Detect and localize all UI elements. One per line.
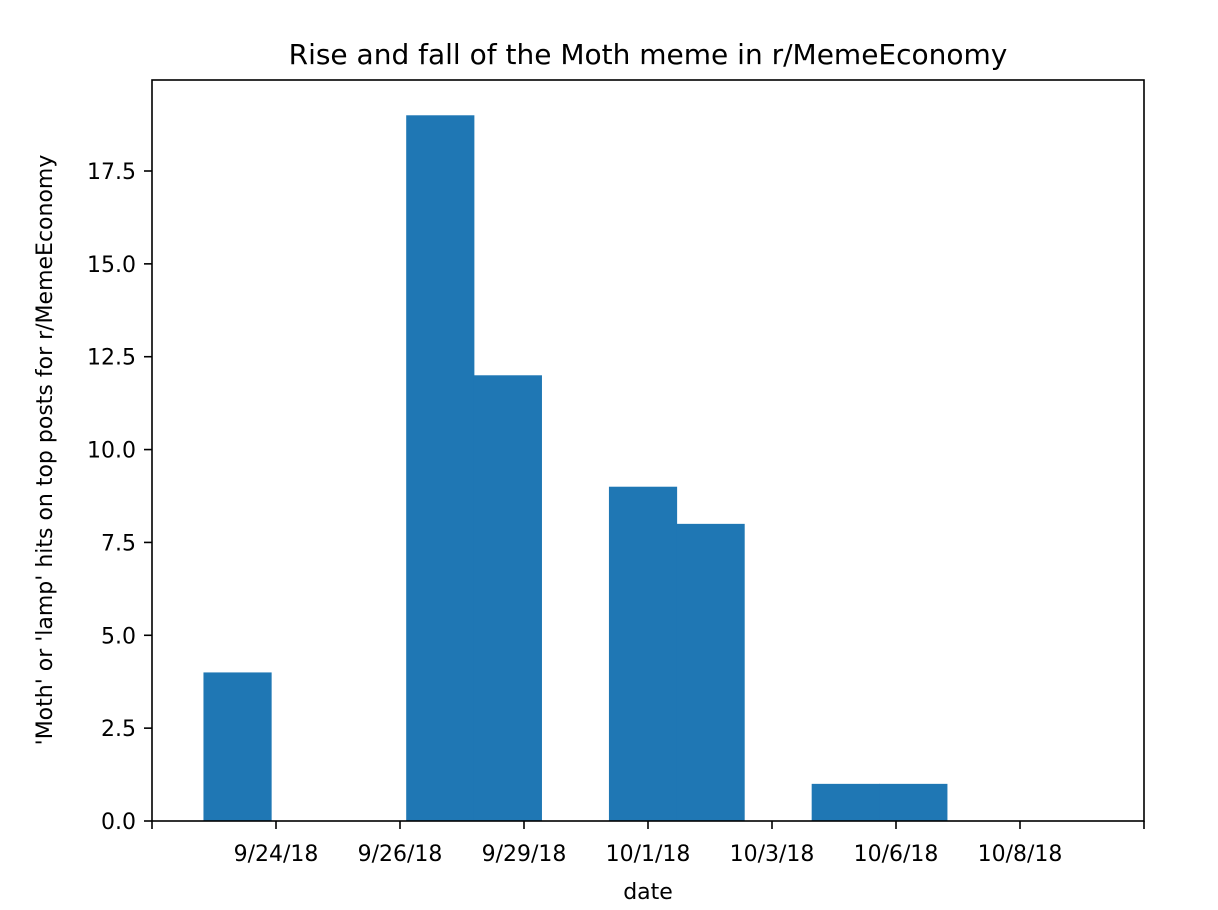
y-tick-label-6: 15.0 [87,253,136,278]
x-tick-label-2: 9/26/18 [358,842,443,867]
x-axis-label: date [623,880,673,905]
y-axis-label: 'Moth' or 'lamp' hits on top posts for r… [33,155,58,746]
bar-7 [676,523,745,821]
x-tick-label-3: 9/29/18 [482,842,567,867]
bar-10 [879,783,948,821]
x-tick-label-4: 10/1/18 [606,842,691,867]
bar-6 [608,486,678,821]
y-axis-ticks: 0.0 2.5 5.0 7.5 10.0 12.5 15.0 17.5 [87,160,152,835]
x-tick-label-6: 10/6/18 [854,842,939,867]
y-tick-label-0: 0.0 [101,810,136,835]
y-tick-label-7: 17.5 [87,160,136,185]
y-tick-label-1: 2.5 [101,717,136,742]
chart-title: Rise and fall of the Moth meme in r/Meme… [289,38,1008,71]
bar-0 [203,672,272,821]
x-tick-label-7: 10/8/18 [978,842,1063,867]
bar-4 [473,375,542,821]
y-tick-label-2: 5.0 [101,624,136,649]
x-axis-ticks: 9/24/18 9/26/18 9/29/18 10/1/18 10/3/18 10/6/… [151,821,1145,867]
x-tick-label-5: 10/3/18 [730,842,815,867]
bar-9 [811,783,880,821]
bars-group [203,115,948,822]
y-tick-label-4: 10.0 [87,439,136,464]
y-tick-label-3: 7.5 [101,531,136,556]
plot-area: 9/24/18 9/26/18 9/29/18 10/1/18 10/3/18 10/6/… [87,79,1145,867]
bar-3 [406,115,475,822]
x-tick-label-1: 9/24/18 [234,842,319,867]
y-tick-label-5: 12.5 [87,346,136,371]
